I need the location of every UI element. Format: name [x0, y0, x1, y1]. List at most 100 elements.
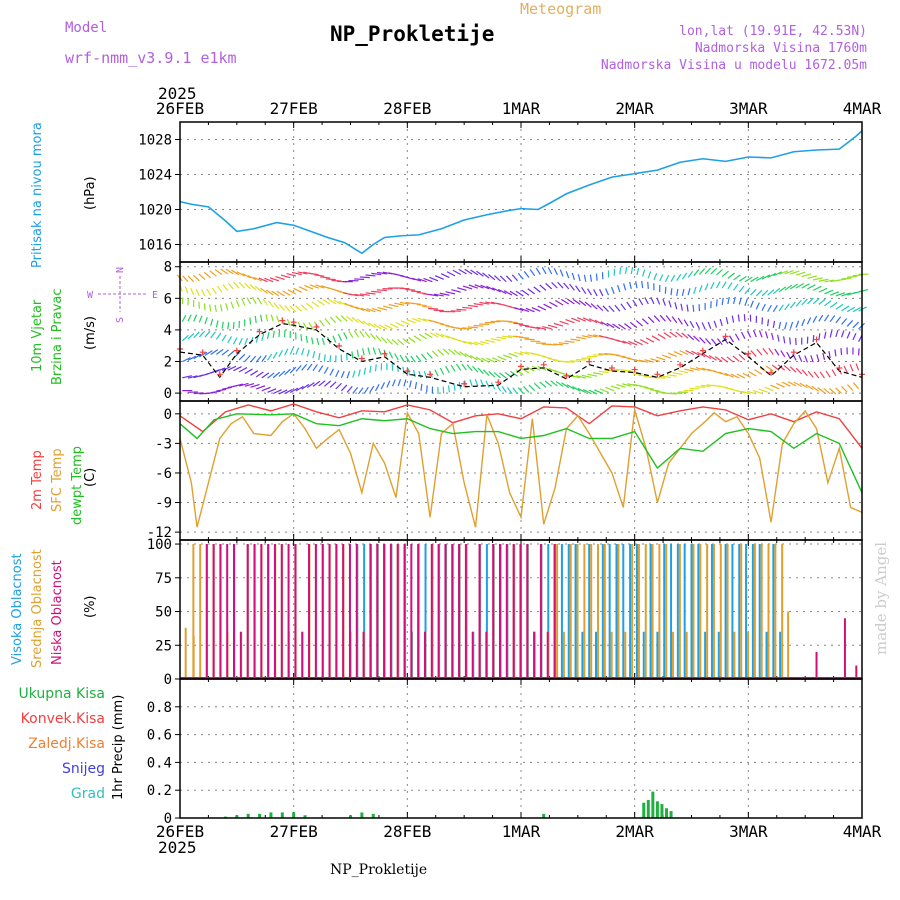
wind-vector — [216, 348, 224, 355]
wind-vector — [746, 330, 752, 338]
wind-vector — [599, 289, 604, 297]
wind-vector — [413, 335, 422, 342]
wind-vector — [722, 337, 729, 345]
wind-vector — [693, 335, 700, 342]
wind-vector — [467, 304, 478, 308]
wind-vector — [468, 284, 479, 289]
wind-vector — [472, 365, 479, 373]
wind-vector — [329, 355, 332, 363]
precip-bar — [292, 812, 296, 818]
wind-vector — [807, 275, 817, 279]
wind-vector — [193, 392, 204, 395]
wind-vector — [221, 366, 231, 371]
wind-vector — [807, 370, 814, 378]
wind-vector — [397, 338, 405, 346]
wind-vector — [284, 368, 291, 376]
wind-vector — [187, 355, 197, 361]
wind-vector — [621, 369, 632, 372]
wind-vector — [315, 284, 325, 289]
wind-vector — [509, 290, 518, 297]
wind-vector — [429, 276, 439, 282]
wind-vector — [733, 274, 741, 281]
wind-vector — [450, 364, 456, 372]
wind-vector — [371, 290, 382, 293]
wind-vector — [227, 350, 235, 357]
wind-vector — [778, 270, 788, 275]
wind-vector — [768, 347, 774, 355]
wind-vector — [663, 332, 672, 339]
y-tick-label: 25 — [155, 638, 172, 654]
wind-vector — [666, 374, 677, 377]
x-tick-label-top: 2MAR — [615, 99, 654, 118]
wind-vector — [781, 381, 791, 387]
wind-vector — [214, 304, 217, 312]
x-tick-label-top: 4MAR — [843, 99, 882, 118]
wind-vector — [227, 282, 234, 290]
wind-vector — [846, 306, 856, 313]
wind-vector — [846, 320, 854, 327]
wind-vector — [566, 384, 575, 390]
wind-vector — [475, 356, 484, 362]
plot-temperature — [179, 403, 863, 528]
wind-vector — [622, 340, 632, 345]
wind-vector — [355, 306, 365, 312]
wind-vector — [599, 388, 609, 393]
wind-vector — [386, 338, 393, 345]
wind-gust-marker — [279, 317, 286, 324]
wind-vector — [512, 387, 519, 395]
wind-vector — [476, 270, 484, 277]
wind-vector — [235, 299, 240, 308]
wind-vector — [216, 367, 226, 373]
wind-vector — [276, 315, 280, 323]
wind-vector — [227, 322, 230, 330]
wind-vector — [269, 277, 280, 282]
x-tick-label-bottom: 28FEB — [383, 822, 431, 841]
wind-vector — [374, 384, 380, 392]
wind-vector — [295, 365, 302, 372]
compass-s: S — [115, 317, 126, 323]
wind-vector — [545, 282, 553, 290]
wind-vector — [356, 349, 360, 357]
wind-vector — [790, 270, 800, 275]
wind-vector — [195, 288, 200, 297]
wind-vector — [610, 385, 621, 390]
wind-vector — [272, 330, 275, 338]
wind-vector — [272, 389, 282, 395]
wind-vector — [429, 332, 439, 338]
wind-vector — [231, 269, 240, 276]
precip-bar — [349, 815, 352, 818]
wind-vector — [372, 347, 377, 355]
wind-vector — [649, 389, 660, 392]
wind-vector — [238, 281, 246, 289]
wind-vector — [278, 389, 288, 395]
wind-vector — [482, 369, 490, 376]
wind-vector — [829, 330, 833, 338]
wind-vector — [376, 289, 387, 292]
wind-vector — [667, 352, 677, 358]
wind-vector — [806, 317, 812, 325]
wind-vector — [462, 327, 473, 330]
wind-vector — [230, 301, 234, 309]
wind-vector — [636, 267, 640, 276]
wind-vector — [590, 303, 598, 310]
wind-vector — [829, 291, 840, 296]
wind-vector — [470, 269, 479, 276]
wind-vector — [675, 331, 683, 338]
wind-vector — [784, 303, 790, 311]
wind-vector — [795, 367, 803, 375]
wind-vector — [343, 332, 348, 340]
wind-vector — [583, 389, 592, 395]
wind-vector — [493, 372, 501, 379]
wind-vector — [824, 279, 835, 283]
wind-vector — [515, 369, 524, 376]
wind-vector — [395, 321, 405, 327]
wind-vector — [261, 333, 265, 341]
wind-vector — [244, 282, 251, 290]
wind-vector — [678, 370, 689, 374]
wind-vector — [480, 379, 485, 387]
compass-w: W — [87, 290, 94, 301]
wind-vector — [818, 278, 829, 282]
wind-vector — [209, 270, 217, 277]
wind-gust-marker — [427, 371, 434, 378]
wind-vector — [666, 392, 677, 395]
